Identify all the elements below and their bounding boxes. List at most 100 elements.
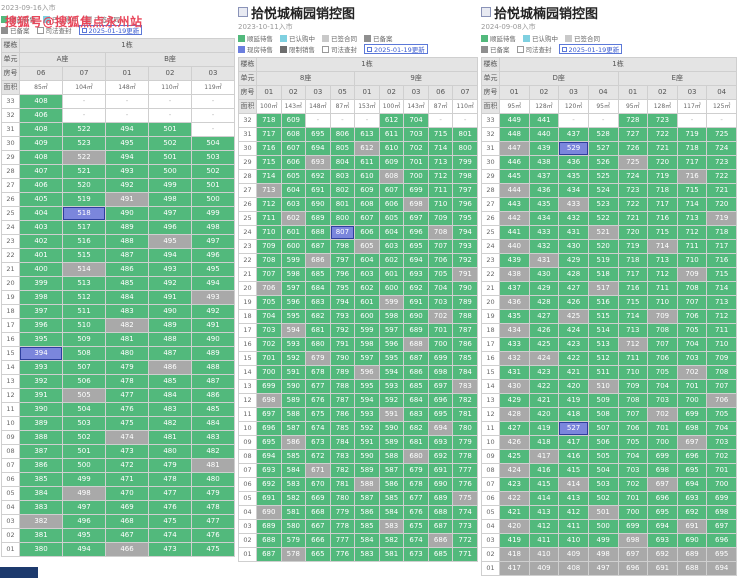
- unit-cell: 697: [427, 379, 454, 394]
- room-number: 06: [19, 66, 63, 81]
- update-note[interactable]: 2025-01-19更新: [364, 44, 428, 54]
- unit-cell: 487: [148, 346, 192, 361]
- area-value: 120㎡: [558, 99, 589, 114]
- floor-row: 22 708 599 686 797 604 602 694 706 792: [238, 253, 478, 268]
- unit-cell: 692: [403, 281, 429, 296]
- legend-item-label: 司法查封: [331, 46, 357, 54]
- update-note[interactable]: 2025-01-19更新: [78, 25, 143, 35]
- unit-cell: 590: [280, 379, 307, 394]
- update-checkbox-icon[interactable]: [367, 46, 372, 52]
- unit-cell: 598: [378, 309, 405, 324]
- unit-cell: 508: [62, 346, 106, 361]
- unit-cell: 512: [62, 290, 106, 305]
- unit-cell: 409: [528, 561, 560, 576]
- unit-cell: 720: [647, 155, 678, 170]
- legend-swatch-icon: [85, 15, 92, 23]
- unit-cell: 428: [528, 295, 560, 310]
- unit-cell: 702: [706, 449, 737, 464]
- unit-cell: 690: [305, 197, 331, 212]
- unit-cell: 693: [256, 463, 282, 478]
- unit-cell: 708: [676, 281, 708, 296]
- unit-cell: 784: [452, 365, 478, 380]
- unit-cell: 517: [587, 281, 619, 296]
- unit-cell: 604: [280, 183, 307, 198]
- floor-label: 09: [238, 435, 257, 450]
- unit-cell: -: [148, 108, 192, 123]
- unit-cell: 711: [617, 351, 649, 366]
- unit-cell: 699: [256, 379, 282, 394]
- floor-label: 24: [238, 225, 257, 240]
- unit-cell: 604: [378, 225, 405, 240]
- unit-cell: 419: [499, 533, 530, 548]
- legend-swatch-icon: [1, 15, 8, 23]
- unit-cell: 407: [19, 164, 63, 179]
- unit-cell: 711: [676, 239, 708, 254]
- unit-cell: 488: [191, 360, 235, 375]
- unit-cell: 406: [19, 108, 63, 123]
- unit-cell: 718: [706, 225, 737, 240]
- unit-cell: 700: [256, 365, 282, 380]
- floor-row: 10 426 418 417 506 705 700 697 703: [481, 435, 737, 450]
- unit-name: E座: [617, 71, 737, 86]
- unit-cell: 688: [403, 337, 429, 352]
- unit-cell: 715: [706, 267, 737, 282]
- unit-cell: 702: [647, 407, 678, 422]
- room-number: 06: [427, 85, 454, 100]
- floor-row: 03 382 496 468 475 477: [1, 514, 235, 529]
- unit-cell: 786: [329, 407, 356, 422]
- floor-row: 14 700 591 678 789 596 594 686 698 784: [238, 365, 478, 380]
- unit-cell: 711: [647, 281, 678, 296]
- unit-cell: 710: [676, 253, 708, 268]
- unit-cell: 690: [427, 477, 454, 492]
- unit-cell: 716: [706, 253, 737, 268]
- unit-cell: 498: [62, 486, 106, 501]
- floor-label: 14: [238, 365, 257, 380]
- unit-cell: 695: [427, 407, 454, 422]
- unit-cell: 425: [499, 449, 530, 464]
- unit-cell: 522: [62, 122, 106, 137]
- legend-item: 限制销售: [280, 44, 315, 54]
- unit-cell: 700: [403, 169, 429, 184]
- floor-label: 30: [238, 141, 257, 156]
- unit-cell: 684: [305, 281, 331, 296]
- unit-cell: 692: [676, 505, 708, 520]
- floor-row: 23 402 516 488 495 497: [1, 234, 235, 249]
- unit-cell: 703: [706, 435, 737, 450]
- update-note[interactable]: 2025-01-19更新: [558, 44, 623, 54]
- update-checkbox-icon[interactable]: [561, 46, 567, 52]
- unit-cell: 681: [403, 435, 429, 450]
- unit-cell: 441: [528, 113, 560, 128]
- unit-cell: 439: [528, 141, 560, 156]
- floor-row: 15 701 592 679 790 597 595 687 699 785: [238, 351, 478, 366]
- unit-cell: 393: [19, 360, 63, 375]
- floor-row: 27 713 604 691 802 609 607 699 711 797: [238, 183, 478, 198]
- unit-cell: 782: [452, 393, 478, 408]
- unit-cell: 714: [617, 309, 649, 324]
- floor-row: 03 419 411 410 499 698 693 690 696: [481, 533, 737, 548]
- unit-cell: 477: [191, 514, 235, 529]
- unit-cell: 707: [647, 337, 678, 352]
- area-value: 143㎡: [403, 99, 429, 114]
- update-checkbox-icon[interactable]: [81, 27, 87, 33]
- unit-cell: 699: [647, 449, 678, 464]
- update-note-label: 2025-01-19更新: [374, 46, 425, 54]
- floor-label: 22: [1, 248, 20, 263]
- unit-cell: 792: [329, 323, 356, 338]
- unit-cell: 715: [676, 183, 708, 198]
- unit-cell: 420: [528, 407, 560, 422]
- floor-row: 13 699 590 677 788 595 593 685 697 783: [238, 379, 478, 394]
- unit-cell: 602: [378, 253, 405, 268]
- unit-cell: 589: [378, 435, 405, 450]
- unit-cell: 493: [148, 262, 192, 277]
- floor-row: 25 441 433 431 521 720 715 712 718: [481, 225, 737, 240]
- panel-title-label: 拾悦城楠园销控图: [494, 6, 599, 22]
- unit-cell: 448: [499, 127, 530, 142]
- unit-cell: 492: [148, 276, 192, 291]
- unit-cell: 476: [148, 500, 192, 515]
- unit-cell: 791: [452, 267, 478, 282]
- unit-cell: 520: [62, 178, 106, 193]
- floor-row: 16 702 593 680 791 598 596 688 700 786: [238, 337, 478, 352]
- header-building-label: 楼栋: [481, 57, 500, 72]
- floor-row: 26 442 434 432 522 721 716 713 719: [481, 211, 737, 226]
- unit-cell: 696: [427, 393, 454, 408]
